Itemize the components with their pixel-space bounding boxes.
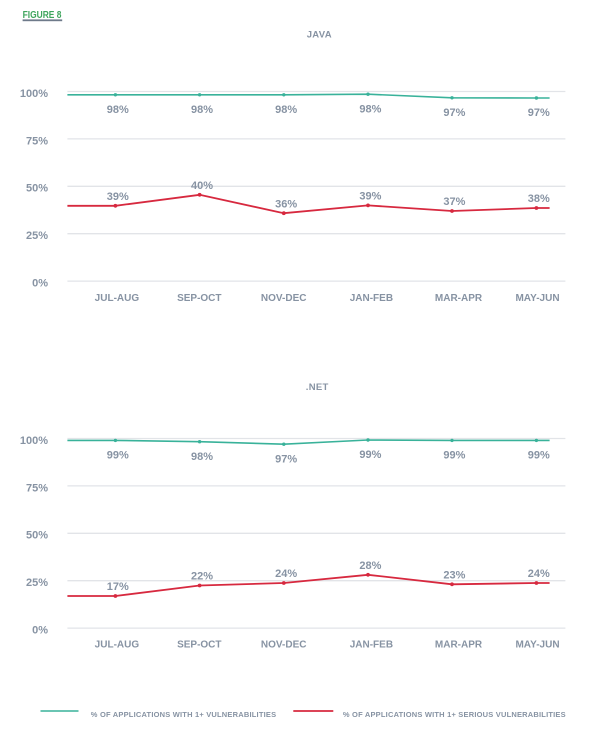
- svg-text:99%: 99%: [443, 450, 465, 462]
- svg-text:97%: 97%: [443, 107, 465, 119]
- svg-text:98%: 98%: [359, 103, 381, 115]
- svg-text:23%: 23%: [443, 570, 465, 582]
- svg-text:50%: 50%: [26, 530, 48, 542]
- svg-text:% OF APPLICATIONS WITH 1+ SERI: % OF APPLICATIONS WITH 1+ SERIOUS VULNER…: [343, 710, 566, 719]
- svg-text:24%: 24%: [275, 568, 297, 580]
- svg-text:40%: 40%: [191, 180, 213, 192]
- svg-text:MAY-JUN: MAY-JUN: [515, 293, 559, 304]
- svg-text:22%: 22%: [191, 571, 213, 583]
- svg-text:99%: 99%: [107, 450, 129, 462]
- svg-text:28%: 28%: [359, 560, 381, 572]
- svg-text:100%: 100%: [20, 88, 48, 100]
- svg-text:25%: 25%: [26, 230, 48, 242]
- svg-text:JAN-FEB: JAN-FEB: [350, 293, 393, 304]
- svg-text:SEP-OCT: SEP-OCT: [177, 293, 221, 304]
- svg-text:39%: 39%: [359, 191, 381, 203]
- svg-text:0%: 0%: [32, 625, 48, 637]
- svg-text:98%: 98%: [191, 451, 213, 463]
- svg-text:25%: 25%: [26, 577, 48, 589]
- svg-text:50%: 50%: [26, 183, 48, 195]
- svg-text:98%: 98%: [191, 104, 213, 116]
- svg-text:97%: 97%: [528, 107, 550, 119]
- svg-text:100%: 100%: [20, 435, 48, 447]
- svg-text:FIGURE 8: FIGURE 8: [23, 10, 62, 21]
- svg-text:99%: 99%: [528, 450, 550, 462]
- svg-text:JUL-AUG: JUL-AUG: [95, 640, 140, 651]
- svg-text:NOV-DEC: NOV-DEC: [261, 293, 307, 304]
- svg-text:MAR-APR: MAR-APR: [435, 640, 483, 651]
- svg-text:% OF APPLICATIONS WITH 1+ VULN: % OF APPLICATIONS WITH 1+ VULNERABILITIE…: [91, 710, 277, 719]
- svg-text:MAR-APR: MAR-APR: [435, 293, 483, 304]
- svg-text:24%: 24%: [528, 568, 550, 580]
- svg-text:39%: 39%: [107, 191, 129, 203]
- svg-text:SEP-OCT: SEP-OCT: [177, 640, 221, 651]
- svg-text:98%: 98%: [275, 104, 297, 116]
- svg-text:.NET: .NET: [306, 382, 329, 393]
- svg-text:38%: 38%: [528, 193, 550, 205]
- svg-text:JAN-FEB: JAN-FEB: [350, 640, 393, 651]
- svg-text:98%: 98%: [107, 104, 129, 116]
- svg-text:37%: 37%: [443, 196, 465, 208]
- svg-text:JAVA: JAVA: [307, 30, 332, 41]
- svg-text:NOV-DEC: NOV-DEC: [261, 640, 307, 651]
- svg-text:0%: 0%: [32, 278, 48, 290]
- svg-text:36%: 36%: [275, 198, 297, 210]
- svg-text:75%: 75%: [26, 482, 48, 494]
- svg-text:JUL-AUG: JUL-AUG: [95, 293, 140, 304]
- svg-text:97%: 97%: [275, 453, 297, 465]
- svg-text:99%: 99%: [359, 449, 381, 461]
- svg-text:17%: 17%: [107, 581, 129, 593]
- svg-text:75%: 75%: [26, 135, 48, 147]
- svg-text:MAY-JUN: MAY-JUN: [515, 640, 559, 651]
